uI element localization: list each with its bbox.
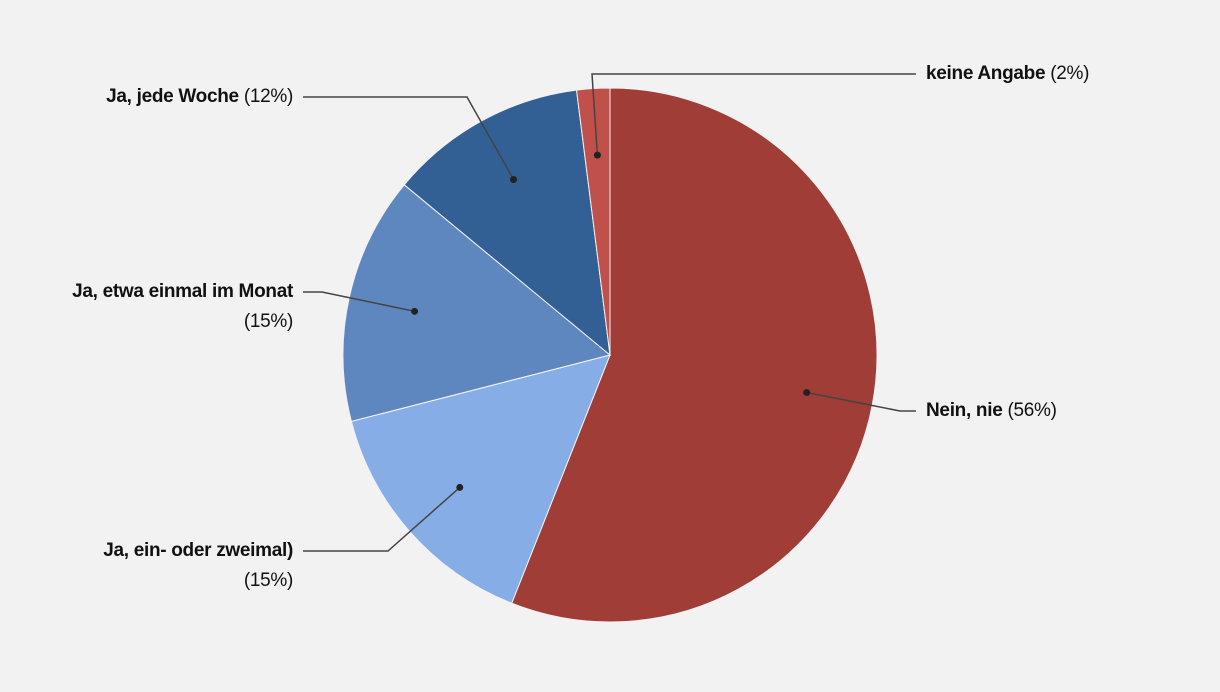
- leader-dot: [510, 176, 518, 184]
- leader-line: [806, 391, 916, 412]
- category-label: keine Angabe: [926, 63, 1046, 84]
- category-label: Ja, ein- oder zweimal): [103, 540, 293, 561]
- slice-label: Ja, etwa einmal im Monat (15%): [53, 277, 293, 337]
- category-label: Ja, jede Woche: [106, 86, 239, 107]
- value-label: (15%): [243, 311, 293, 332]
- leader-line: [591, 73, 916, 156]
- value-label: (15%): [243, 570, 293, 591]
- value-label: (2%): [1050, 63, 1090, 84]
- leader-dot: [803, 389, 811, 397]
- leader-dot: [411, 307, 419, 315]
- value-label: (12%): [243, 86, 293, 107]
- leader-dot: [593, 151, 601, 159]
- slice-label: keine Angabe (2%): [926, 59, 1166, 89]
- value-label: (56%): [1007, 400, 1057, 421]
- leader-line: [303, 291, 415, 313]
- category-label: Ja, etwa einmal im Monat: [72, 281, 293, 302]
- slice-label: Ja, ein- oder zweimal) (15%): [53, 536, 293, 596]
- pie-slice: [342, 184, 612, 423]
- leader-dot: [456, 483, 464, 491]
- leader-line: [303, 96, 515, 180]
- slice-label: Ja, jede Woche (12%): [53, 82, 293, 112]
- slice-label: Nein, nie (56%): [926, 396, 1166, 426]
- leader-line: [303, 486, 461, 552]
- category-label: Nein, nie: [926, 400, 1003, 421]
